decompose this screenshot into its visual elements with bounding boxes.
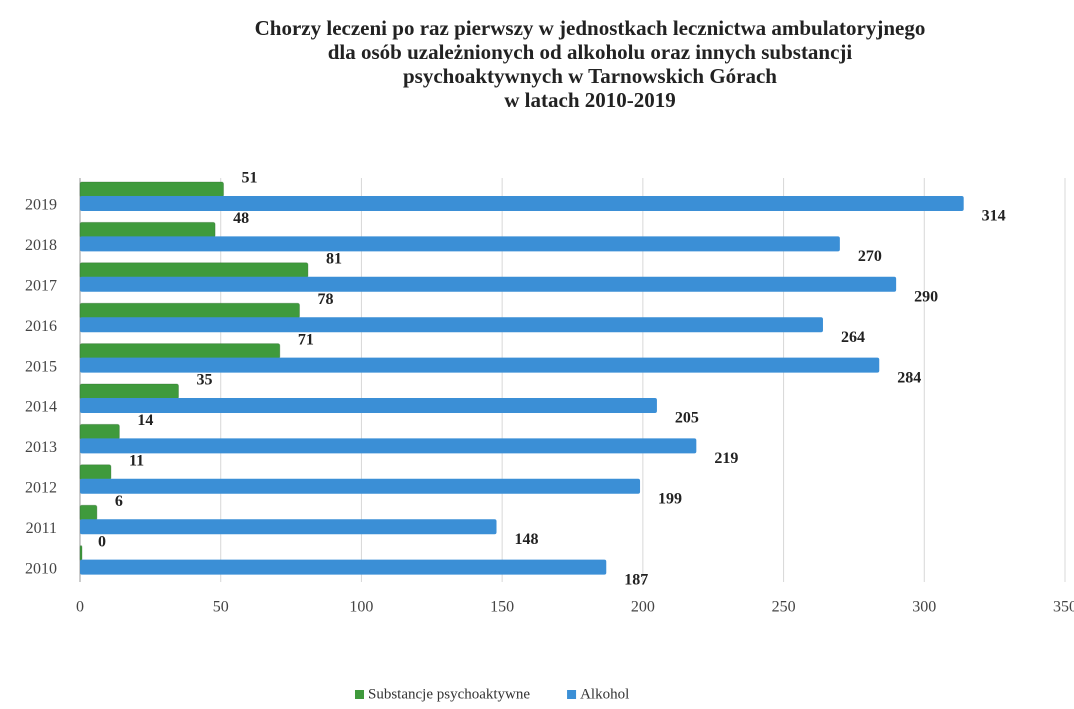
y-tick-label: 2012 [25,479,57,496]
data-label: 284 [897,369,921,386]
bar [80,398,657,413]
y-tick-label: 2014 [25,399,57,416]
y-tick-label: 2019 [25,197,57,214]
bar [80,559,607,575]
data-label: 187 [624,571,648,588]
data-label: 148 [515,531,539,548]
x-tick-label: 50 [213,599,229,616]
x-tick-label: 350 [1053,599,1074,616]
bar [79,504,98,521]
x-tick-label: 200 [631,599,655,616]
bar [80,196,964,211]
y-tick-label: 2018 [25,237,57,254]
y-tick-label: 2013 [25,439,57,456]
data-label: 48 [233,210,249,227]
x-tick-label: 150 [490,599,514,616]
bar [80,438,697,454]
bar [79,302,301,319]
data-label: 51 [242,170,258,187]
bar [80,357,880,373]
bar [79,464,112,481]
bar [80,519,497,535]
data-label: 35 [197,372,213,389]
y-tick-label: 2010 [25,560,57,577]
data-label: 270 [858,248,882,265]
data-label: 0 [98,533,106,550]
x-tick-label: 300 [912,599,936,616]
bar [79,221,216,238]
y-tick-label: 2011 [26,520,57,537]
legend-label: Substancje psychoaktywne [368,686,530,702]
data-label: 314 [982,208,1006,225]
chart-title: w latach 2010-2019 [504,88,676,112]
data-label: 290 [914,288,938,305]
bar [80,276,897,292]
data-label: 81 [326,250,342,267]
bar [80,478,641,494]
data-label: 219 [714,450,738,467]
data-label: 6 [115,493,123,510]
bar [79,545,83,562]
legend-swatch [355,690,364,699]
bar [79,383,179,400]
data-label: 71 [298,331,314,348]
data-label: 14 [137,412,153,429]
bar [80,236,840,252]
legend-swatch [567,690,577,699]
bar [79,343,281,360]
x-tick-label: 0 [76,599,84,616]
legend-label: Alkohol [580,686,629,702]
bar [79,181,225,198]
chart-title: Chorzy leczeni po raz pierwszy w jednost… [255,16,926,40]
data-label: 78 [318,291,334,308]
data-label: 11 [129,452,144,469]
bar [80,317,823,333]
x-tick-label: 100 [349,599,373,616]
bar [79,423,120,440]
data-label: 199 [658,490,682,507]
bar [79,262,309,279]
chart-title: dla osób uzależnionych od alkoholu oraz … [328,40,853,64]
y-tick-label: 2017 [25,277,57,294]
y-tick-label: 2015 [25,358,57,375]
x-tick-label: 250 [772,599,796,616]
chart-title: psychoaktywnych w Tarnowskich Górach [403,64,777,88]
data-label: 205 [675,410,699,427]
data-label: 264 [841,329,865,346]
y-tick-label: 2016 [25,318,57,335]
